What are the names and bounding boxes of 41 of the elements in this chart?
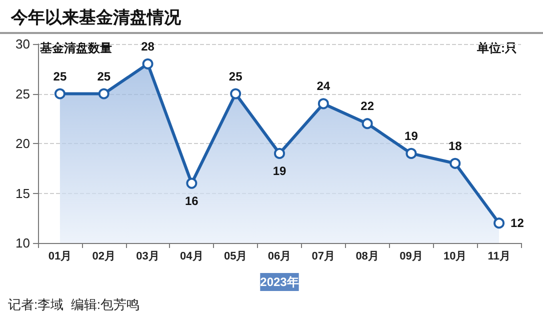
point [98,88,110,100]
x-tick-label: 05月 [224,250,248,262]
point [494,218,505,229]
point [54,88,66,100]
x-tick-label: 03月 [136,250,160,262]
point [186,178,198,189]
x-tick-label: 06月 [268,250,292,262]
data-label: 25 [228,69,243,84]
y-tick-label: 20 [16,136,30,151]
y-tick-label: 15 [16,186,30,201]
point [230,88,242,100]
data-label: 16 [185,194,199,208]
data-label: 22 [360,99,374,114]
x-tick-label: 11月 [488,250,510,262]
x-tick-label: 07月 [312,250,336,262]
point [450,158,461,169]
x-tick-label: 08月 [356,250,379,262]
point [318,98,329,110]
point [406,148,417,159]
x-tick-label: 09月 [400,250,423,262]
x-tick-label: 01月 [48,250,72,262]
data-label: 25 [97,69,111,84]
y-tick-label: 30 [16,36,30,52]
y-tick-label: 25 [16,86,30,102]
point [142,58,154,70]
data-label: 12 [510,216,524,230]
data-label: 28 [141,39,155,54]
data-label: 19 [404,128,418,143]
x-tick-label: 10月 [444,250,467,262]
text: 记者:李域 编辑:包芳鸣 [8,297,140,312]
point [362,118,373,130]
x-tick-label: 02月 [92,250,116,262]
data-label: 24 [316,79,330,94]
chart-title: 今年以来基金清盘情况 [10,8,182,27]
x-tick-label: 04月 [180,250,204,262]
data-label: 19 [272,164,286,178]
x-axis-title: 2023年 [260,275,299,289]
data-label: 25 [53,69,67,84]
data-label: 18 [448,138,462,153]
y-tick-label: 10 [16,236,30,250]
point [274,148,285,159]
